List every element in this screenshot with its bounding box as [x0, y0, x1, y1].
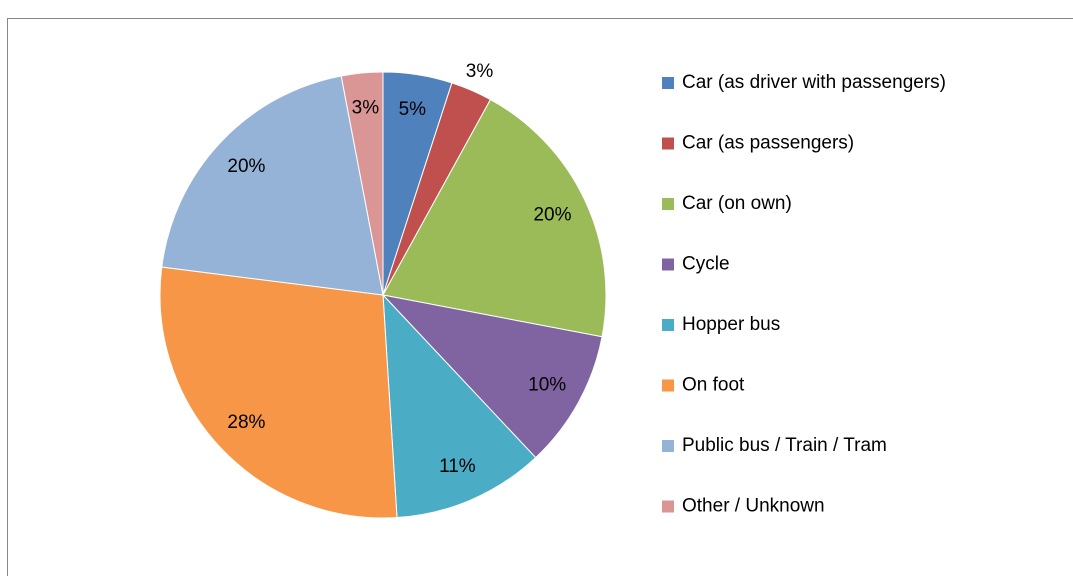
data-label: 3% [352, 98, 380, 119]
legend-swatch [662, 319, 674, 331]
legend-label: Car (as passengers) [682, 133, 854, 154]
legend-swatch [662, 379, 674, 392]
legend-swatch [662, 440, 674, 452]
legend-label: Car (on own) [682, 193, 792, 214]
legend-label: On foot [682, 375, 745, 396]
legend-swatch [662, 258, 674, 271]
legend-label: Other / Unknown [682, 496, 825, 517]
data-label: 10% [528, 374, 566, 395]
pie-slice [382, 293, 537, 519]
pie-slice [381, 294, 603, 459]
chart-frame [7, 18, 1073, 576]
legend-swatch [662, 137, 674, 150]
data-label: 20% [533, 204, 571, 225]
legend-label: Hopper bus [682, 314, 780, 335]
legend-swatch [662, 500, 674, 513]
data-label: 3% [466, 61, 494, 82]
legend-label: Cycle [682, 254, 730, 275]
data-label: 20% [227, 156, 265, 177]
pie-slice [161, 75, 384, 296]
pie-slice [382, 98, 607, 338]
legend-label: Car (as driver with passengers) [682, 72, 946, 93]
data-label: 5% [399, 99, 427, 120]
pie-slice [159, 266, 398, 519]
legend-swatch [662, 198, 674, 210]
legend-swatch [662, 77, 674, 89]
pie-slice [340, 71, 384, 296]
data-label: 11% [439, 456, 476, 477]
legend-label: Public bus / Train / Tram [682, 435, 887, 456]
data-label: 28% [227, 412, 265, 433]
